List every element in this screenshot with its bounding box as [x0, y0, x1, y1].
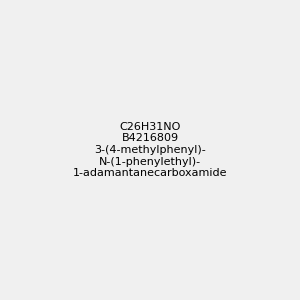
Text: C26H31NO
B4216809
3-(4-methylphenyl)-
N-(1-phenylethyl)-
1-adamantanecarboxamide: C26H31NO B4216809 3-(4-methylphenyl)- N-… [73, 122, 227, 178]
